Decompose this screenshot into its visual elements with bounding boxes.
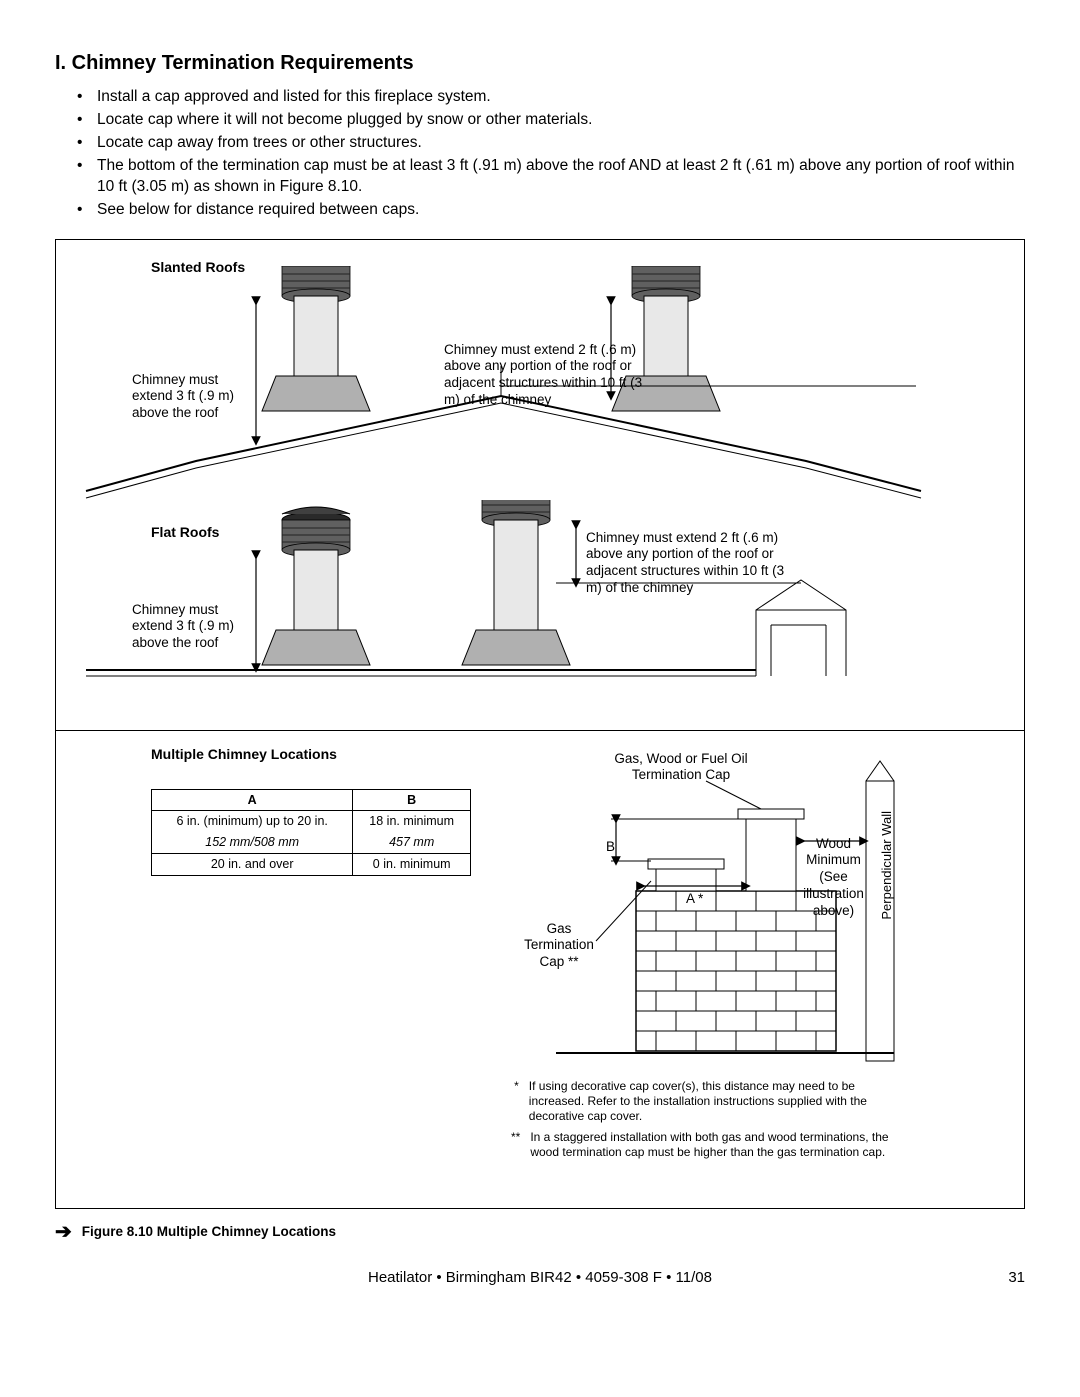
- caption-text: Figure 8.10 Multiple Chimney Locations: [82, 1223, 336, 1241]
- top-cap-label: Gas, Wood or Fuel Oil Termination Cap: [601, 751, 761, 785]
- table-cell: 18 in. minimum: [353, 811, 471, 832]
- gas-cap-label: Gas Termination Cap **: [514, 921, 604, 972]
- slanted-left-note: Chimney must extend 3 ft (.9 m) above th…: [132, 372, 252, 423]
- wall-label: Perpendicular Wall: [878, 811, 896, 920]
- section-title: I. Chimney Termination Requirements: [55, 50, 1025, 77]
- bullet-item: See below for distance required between …: [77, 200, 1025, 221]
- figure-box: Slanted Roofs: [55, 239, 1025, 1209]
- multiple-chimney-panel: Multiple Chimney Locations A B 6 in. (mi…: [56, 730, 1024, 1190]
- footnote-2: ** In a staggered installation with both…: [511, 1130, 911, 1160]
- table-cell: 0 in. minimum: [353, 854, 471, 876]
- table-header-a: A: [152, 789, 353, 811]
- footnotes: * If using decorative cap cover(s), this…: [511, 1079, 911, 1166]
- footnote-symbol: *: [511, 1079, 519, 1124]
- roof-diagrams-panel: Slanted Roofs: [56, 240, 1024, 725]
- a-label: A *: [686, 891, 703, 908]
- bullet-item: Locate cap away from trees or other stru…: [77, 133, 1025, 154]
- footnote-1: * If using decorative cap cover(s), this…: [511, 1079, 911, 1124]
- footer-center: Heatilator • Birmingham BIR42 • 4059-308…: [115, 1268, 965, 1288]
- slanted-right-note: Chimney must extend 2 ft (.6 m) above an…: [444, 342, 659, 410]
- figure-caption: ➔ Figure 8.10 Multiple Chimney Locations: [55, 1219, 1025, 1246]
- b-label: B: [606, 839, 615, 856]
- bullet-item: Install a cap approved and listed for th…: [77, 87, 1025, 108]
- flat-right-note: Chimney must extend 2 ft (.6 m) above an…: [586, 530, 801, 598]
- table-cell: 152 mm/508 mm: [152, 832, 353, 853]
- multiple-title: Multiple Chimney Locations: [151, 745, 337, 764]
- table-header-b: B: [353, 789, 471, 811]
- flat-left-note: Chimney must extend 3 ft (.9 m) above th…: [132, 602, 252, 653]
- wood-min-label: Wood Minimum (See illustration above): [796, 836, 871, 920]
- page-number: 31: [965, 1268, 1025, 1288]
- page-footer: Heatilator • Birmingham BIR42 • 4059-308…: [55, 1268, 1025, 1288]
- distance-table-wrap: A B 6 in. (minimum) up to 20 in. 18 in. …: [151, 789, 471, 877]
- table-cell: 457 mm: [353, 832, 471, 853]
- bullet-item: Locate cap where it will not become plug…: [77, 110, 1025, 131]
- requirement-list: Install a cap approved and listed for th…: [77, 87, 1025, 221]
- footnote-text: If using decorative cap cover(s), this d…: [529, 1079, 911, 1124]
- distance-table: A B 6 in. (minimum) up to 20 in. 18 in. …: [151, 789, 471, 877]
- table-cell: 20 in. and over: [152, 854, 353, 876]
- footnote-text: In a staggered installation with both ga…: [530, 1130, 911, 1160]
- bullet-item: The bottom of the termination cap must b…: [77, 156, 1025, 198]
- footnote-symbol: **: [511, 1130, 520, 1160]
- arrow-icon: ➔: [55, 1219, 72, 1246]
- table-cell: 6 in. (minimum) up to 20 in.: [152, 811, 353, 832]
